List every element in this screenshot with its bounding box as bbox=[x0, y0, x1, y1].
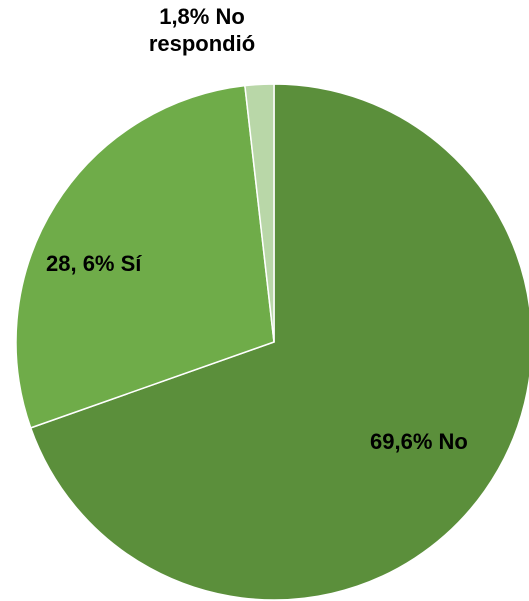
label-no-respondio-line2: respondió bbox=[148, 31, 256, 56]
pie-slice-si bbox=[15, 84, 275, 429]
pie-slice-no bbox=[29, 83, 529, 601]
label-no-respondio-line1: 1,8% No bbox=[159, 4, 245, 29]
label-no: 69,6% No bbox=[370, 429, 468, 454]
pie-slice-no-respondio bbox=[244, 83, 275, 343]
label-si: 28, 6% Sí bbox=[46, 251, 142, 276]
label-no-respondio: 1,8% No respondió bbox=[122, 3, 282, 57]
